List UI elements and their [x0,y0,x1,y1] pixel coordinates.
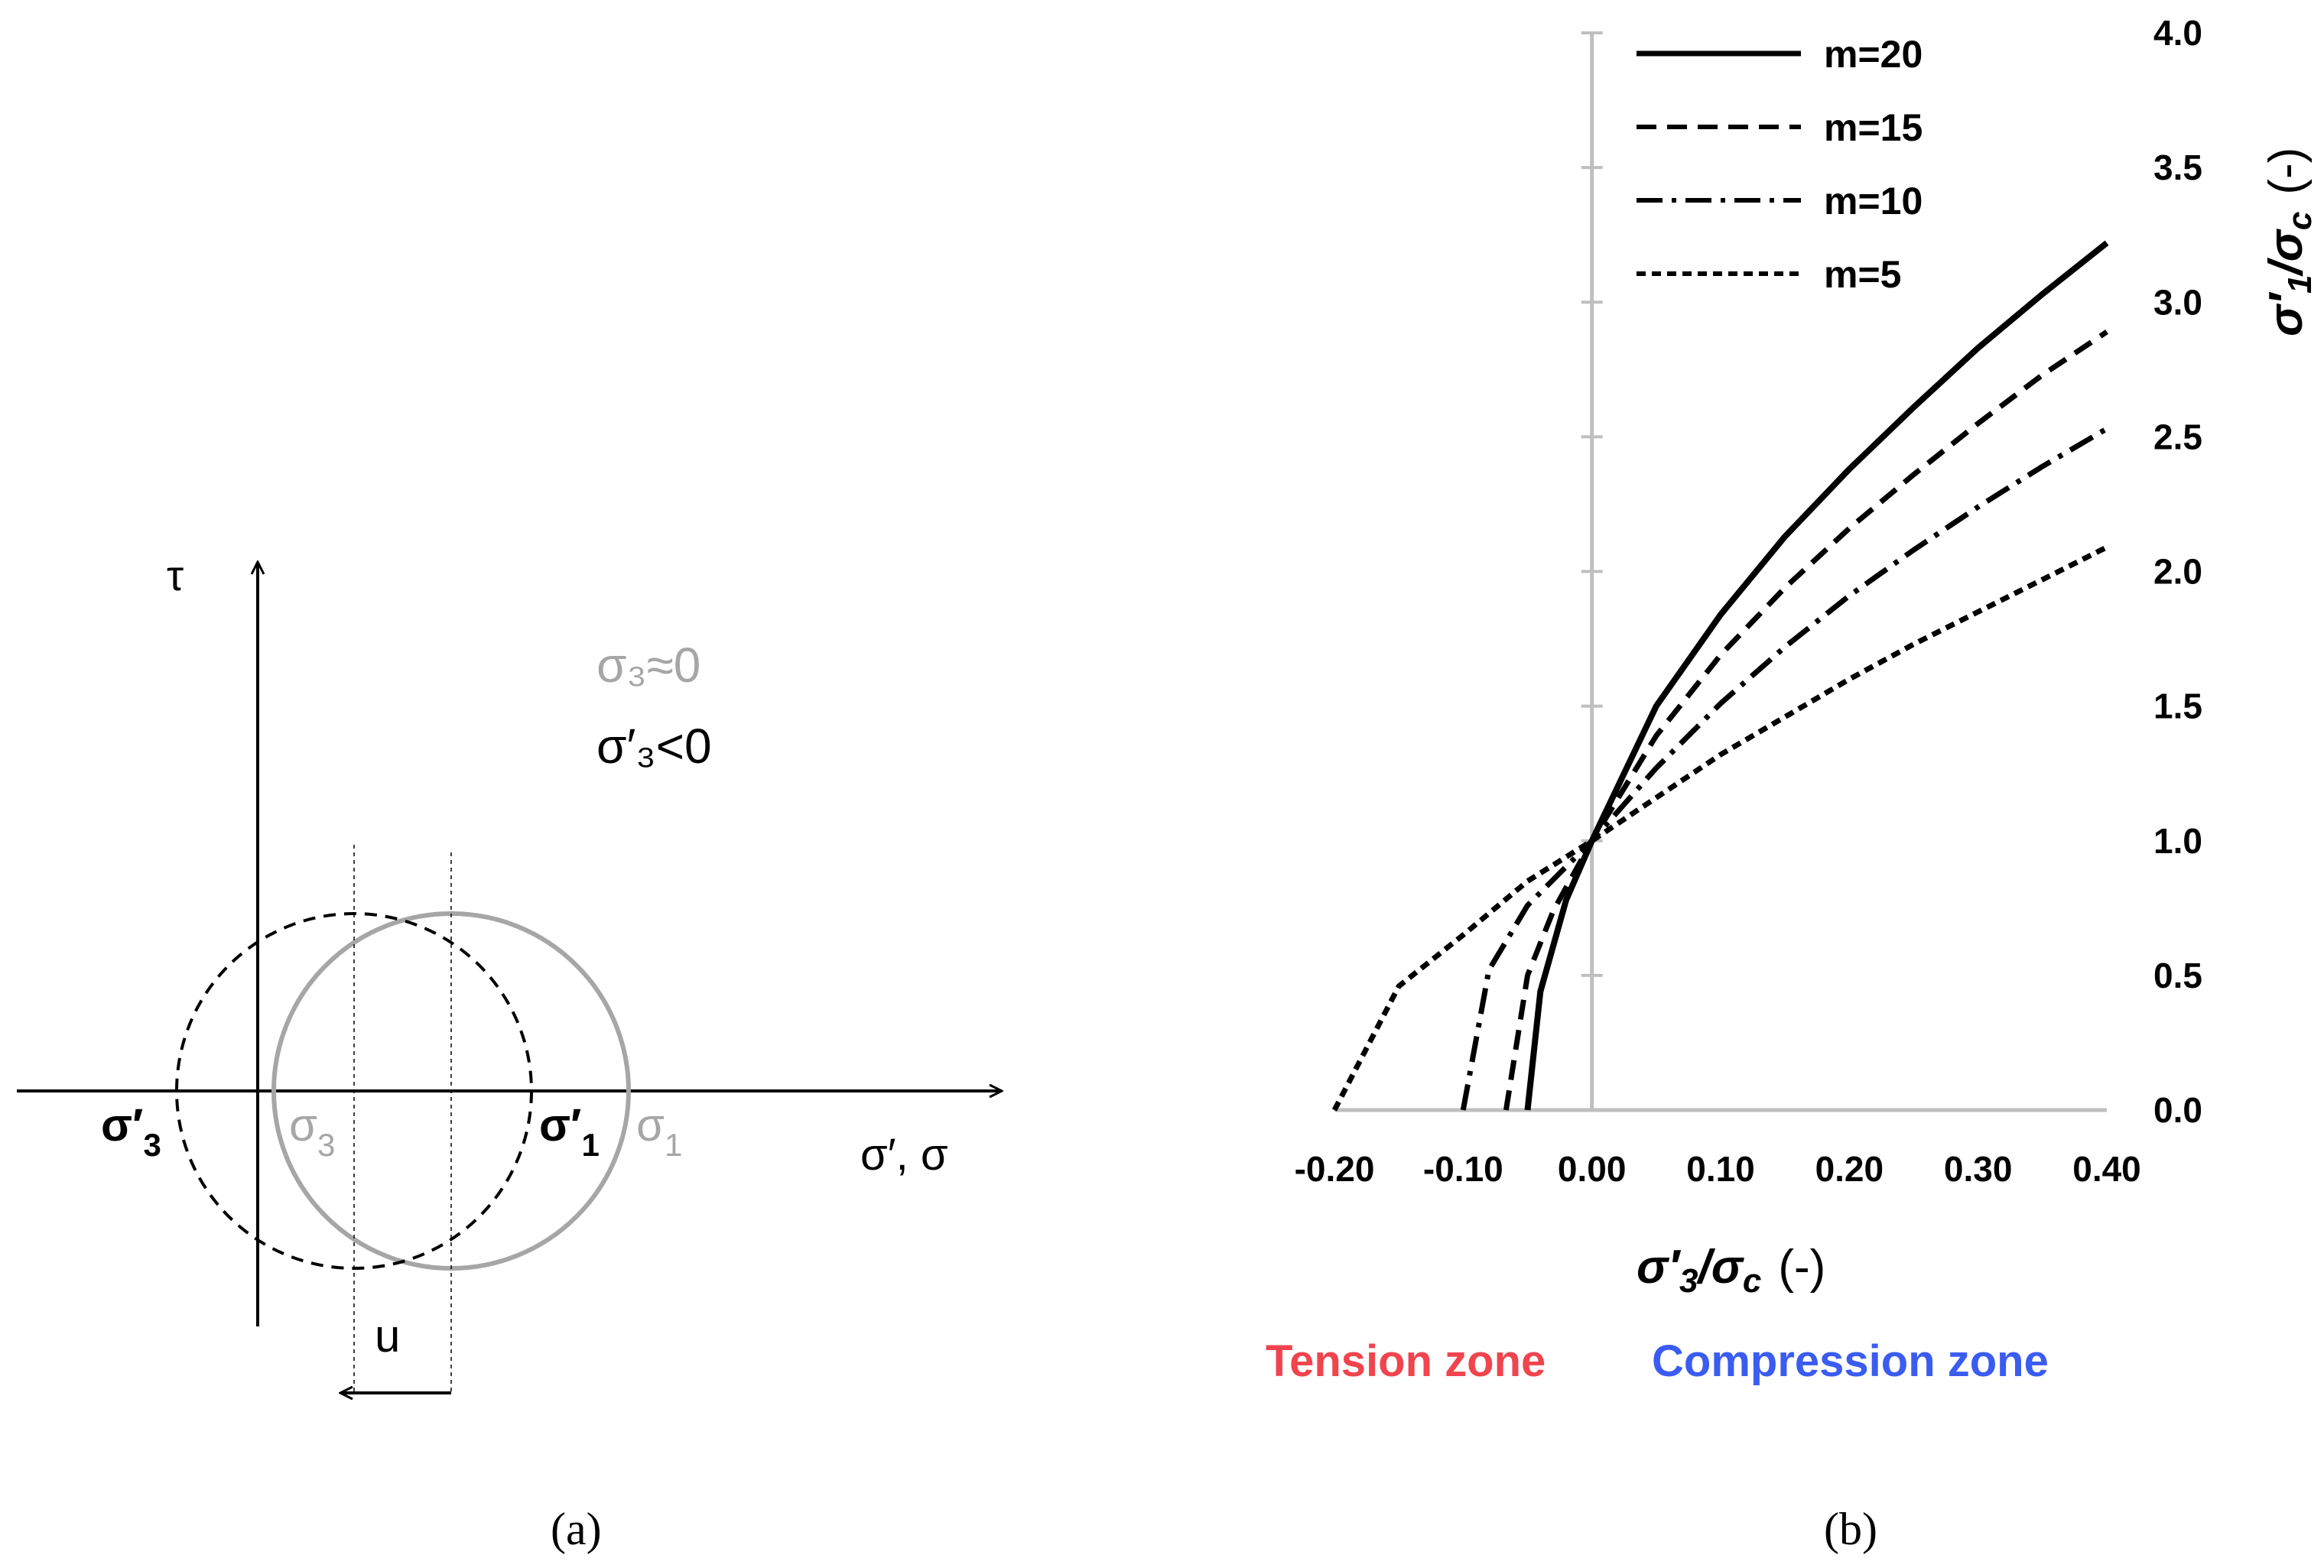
x-tick-label: -0.10 [1423,1149,1503,1189]
legend-label: m=20 [1824,33,1923,76]
tension-zone-label: Tension zone [1266,1336,1546,1386]
x-tick-label: -0.20 [1295,1149,1375,1189]
y-tick-label: 0.0 [2153,1090,2202,1130]
y-tick-label: 3.5 [2153,148,2202,187]
sigma1-label: σ1 [636,1099,682,1163]
y-tick-label: 3.0 [2153,282,2202,322]
sigma-eff1-label: σ′1 [539,1099,600,1163]
chart-series [1331,240,2109,1112]
x-tick-label: 0.10 [1686,1149,1755,1189]
panel-a: τ σ₃≈0 σ′₃<0 σ′3 σ3 σ′1 σ1 σ′, σ u (a) [17,551,1002,1554]
sigma3-approx-label: σ₃≈0 [596,638,700,693]
panel-b: -0.20 -0.10 0.00 0.10 0.20 0.30 0.40 0.0 0.5 1.0 1… [1266,13,2319,1554]
y-tick-label: 0.5 [2153,956,2202,995]
legend-label: m=10 [1824,180,1923,222]
tau-label: τ [167,551,184,599]
sigma-eff3-label: σ′3 [101,1099,161,1163]
u-label: u [375,1310,400,1362]
legend-label: m=15 [1824,106,1923,149]
y-axis-title: σ′1/σc(-) [2260,148,2319,336]
y-tick-label: 1.0 [2153,821,2202,861]
x-tick-label: 0.20 [1815,1149,1884,1189]
y-tick-label: 2.5 [2153,417,2202,456]
caption-a: (a) [551,1504,602,1554]
caption-b: (b) [1824,1504,1877,1554]
sigma3-effective-label: σ′₃<0 [596,719,712,774]
x-tick-label: 0.30 [1944,1149,2013,1189]
series-line-m=10 [1460,426,2108,1111]
series-line-m=20 [1524,240,2109,1111]
compression-zone-label: Compression zone [1652,1336,2049,1386]
x-tick-label: 0.00 [1558,1149,1627,1189]
chart-tick-labels: -0.20 -0.10 0.00 0.10 0.20 0.30 0.40 0.0 0.5 1.0 1… [1295,13,2202,1189]
x-axis-title: σ′3/σc (-) [1637,1241,1825,1300]
x-axis-label: σ′, σ [860,1130,948,1180]
sigma3-label: σ3 [289,1099,335,1163]
x-tick-label: 0.40 [2072,1149,2141,1189]
legend-label: m=5 [1824,253,1901,296]
series-line-m=5 [1331,544,2108,1112]
chart-axes [1334,31,2107,1112]
y-tick-label: 2.0 [2153,552,2202,592]
y-tick-label: 4.0 [2153,13,2202,53]
legend: m=20 m=15 m=10 m=5 [1637,33,1923,296]
series-line-m=15 [1503,330,2108,1111]
y-tick-label: 1.5 [2153,687,2202,726]
